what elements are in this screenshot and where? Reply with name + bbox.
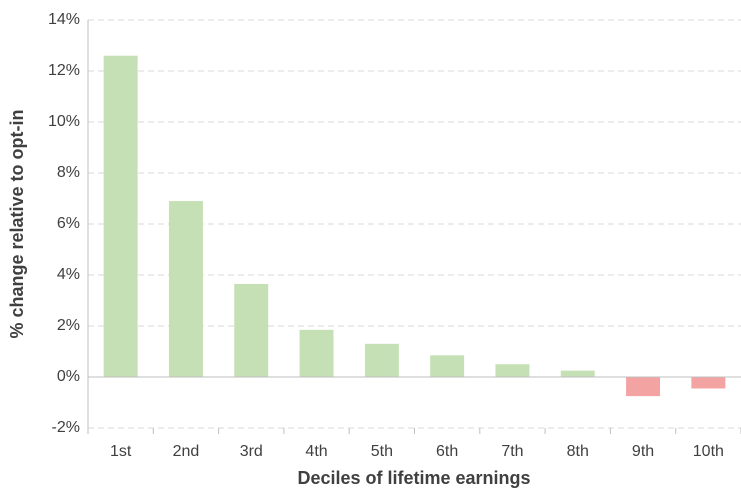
x-tick-label: 5th	[371, 443, 393, 460]
bar	[103, 55, 138, 377]
y-tick-label: 14%	[48, 11, 80, 28]
y-tick-label: 0%	[57, 368, 80, 385]
x-tick-label: 3rd	[240, 443, 263, 460]
bar	[560, 370, 595, 377]
bar	[299, 329, 334, 377]
x-tick-label: 10th	[693, 443, 724, 460]
x-tick-label: 9th	[632, 443, 654, 460]
bar	[234, 283, 269, 377]
y-axis-title: % change relative to opt-in	[7, 109, 27, 338]
x-axis-title: Deciles of lifetime earnings	[297, 468, 530, 488]
bar	[495, 364, 530, 377]
bar	[364, 343, 399, 377]
bar	[430, 355, 465, 377]
bar	[626, 377, 661, 397]
y-tick-label: 2%	[57, 317, 80, 334]
x-tick-label: 1st	[110, 443, 132, 460]
y-tick-label: 10%	[48, 113, 80, 130]
y-tick-label: 12%	[48, 62, 80, 79]
x-tick-label: 8th	[567, 443, 589, 460]
bar	[168, 201, 203, 377]
x-tick-label: 4th	[305, 443, 327, 460]
bar	[691, 377, 726, 389]
y-tick-label: 6%	[57, 215, 80, 232]
x-tick-label: 6th	[436, 443, 458, 460]
y-tick-label: 4%	[57, 266, 80, 283]
y-tick-label: 8%	[57, 164, 80, 181]
x-tick-label: 2nd	[173, 443, 200, 460]
y-tick-label: -2%	[52, 419, 80, 436]
x-tick-label: 7th	[501, 443, 523, 460]
